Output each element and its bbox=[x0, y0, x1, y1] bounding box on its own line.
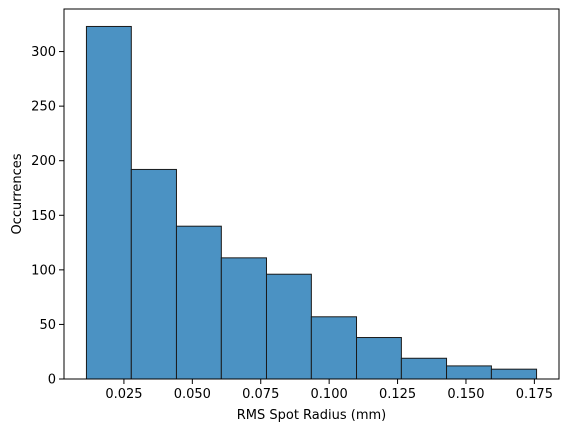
x-tick-label: 0.125 bbox=[379, 387, 416, 402]
y-axis-label: Occurrences bbox=[10, 153, 25, 234]
y-axis-ticks: 0 50 100 150 200 250 300 bbox=[31, 45, 64, 388]
x-tick-label: 0.050 bbox=[174, 387, 211, 402]
y-tick-label: 50 bbox=[39, 318, 56, 333]
x-axis-ticks: 0.025 0.050 0.075 0.100 0.125 0.150 0.175 bbox=[105, 379, 553, 402]
histogram-bar bbox=[175, 225, 222, 380]
y-tick-label: 100 bbox=[31, 263, 56, 278]
x-tick-label: 0.150 bbox=[447, 387, 484, 402]
histogram-bar bbox=[130, 168, 177, 380]
x-tick-label: 0.100 bbox=[311, 387, 348, 402]
histogram-bar bbox=[446, 365, 492, 380]
y-tick-label: 250 bbox=[31, 100, 56, 115]
x-tick-label: 0.175 bbox=[516, 387, 553, 402]
histogram-bar bbox=[265, 273, 312, 380]
y-tick-label: 0 bbox=[48, 373, 56, 388]
histogram-bar bbox=[400, 357, 448, 380]
y-tick-label: 150 bbox=[31, 209, 56, 224]
x-tick-label: 0.025 bbox=[105, 387, 142, 402]
histogram-bar bbox=[220, 257, 267, 380]
y-tick-label: 200 bbox=[31, 154, 56, 169]
y-tick-label: 300 bbox=[31, 45, 56, 60]
x-tick-label: 0.075 bbox=[242, 387, 279, 402]
histogram-bar bbox=[490, 368, 538, 380]
histogram-bar bbox=[356, 337, 402, 380]
plot-frame bbox=[63, 8, 560, 380]
bars-group bbox=[85, 25, 538, 380]
histogram-bar bbox=[310, 316, 358, 380]
histogram-bar bbox=[85, 25, 132, 380]
x-axis-label: RMS Spot Radius (mm) bbox=[237, 408, 387, 423]
